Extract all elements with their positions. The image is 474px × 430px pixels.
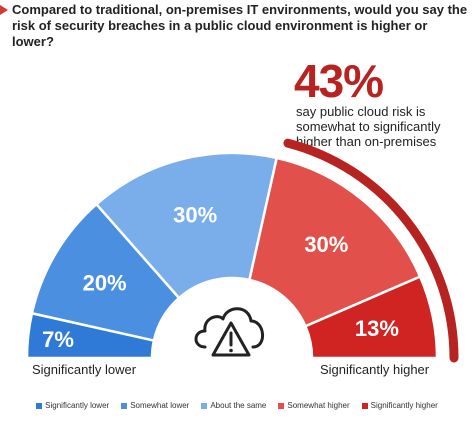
legend-item-about-the-same: About the same [201, 401, 266, 410]
value-label-about-the-same: 30% [173, 203, 217, 228]
legend-item-significantly-lower: Significantly lower [36, 401, 109, 410]
legend-label: About the same [210, 401, 267, 410]
legend: Significantly lower Somewhat lower About t… [0, 401, 474, 410]
segment-somewhat-higher [247, 156, 422, 328]
legend-swatch [361, 402, 368, 409]
legend-swatch [278, 402, 285, 409]
legend-label: Somewhat lower [130, 401, 190, 410]
value-label-significantly-higher: 13% [355, 316, 399, 341]
semicircle-chart: 7% 20% 30% 30% 13% [25, 138, 459, 363]
value-label-somewhat-higher: 30% [304, 232, 348, 257]
legend-swatch [201, 402, 208, 409]
question-title: Compared to traditional, on-premises IT … [0, 2, 468, 50]
title-marker-icon [0, 5, 8, 15]
chart-segments [25, 151, 439, 360]
legend-swatch [121, 402, 128, 409]
value-label-significantly-lower: 7% [42, 327, 74, 352]
right-end-label: Significantly higher [320, 362, 430, 377]
cloud-warning-icon [194, 307, 264, 357]
chart-value-labels: 7% 20% 30% 30% 13% [42, 203, 399, 352]
legend-swatch [36, 402, 43, 409]
legend-item-somewhat-higher: Somewhat higher [278, 401, 350, 410]
value-label-somewhat-lower: 20% [83, 271, 127, 296]
legend-label: Significantly higher [370, 401, 438, 410]
segment-about-the-same [94, 151, 279, 300]
highlight-arc [283, 138, 459, 363]
legend-item-significantly-higher: Significantly higher [361, 401, 438, 410]
question-text: Compared to traditional, on-premises IT … [12, 2, 468, 49]
callout-text: say public cloud risk is somewhat to sig… [296, 104, 441, 149]
callout-value: 43% [294, 55, 384, 107]
legend-item-somewhat-lower: Somewhat lower [121, 401, 189, 410]
legend-label: Significantly lower [45, 401, 110, 410]
segment-significantly-higher [303, 274, 439, 360]
left-end-label: Significantly lower [32, 362, 137, 377]
higher-risk-arc [283, 138, 459, 363]
legend-label: Somewhat higher [287, 401, 350, 410]
